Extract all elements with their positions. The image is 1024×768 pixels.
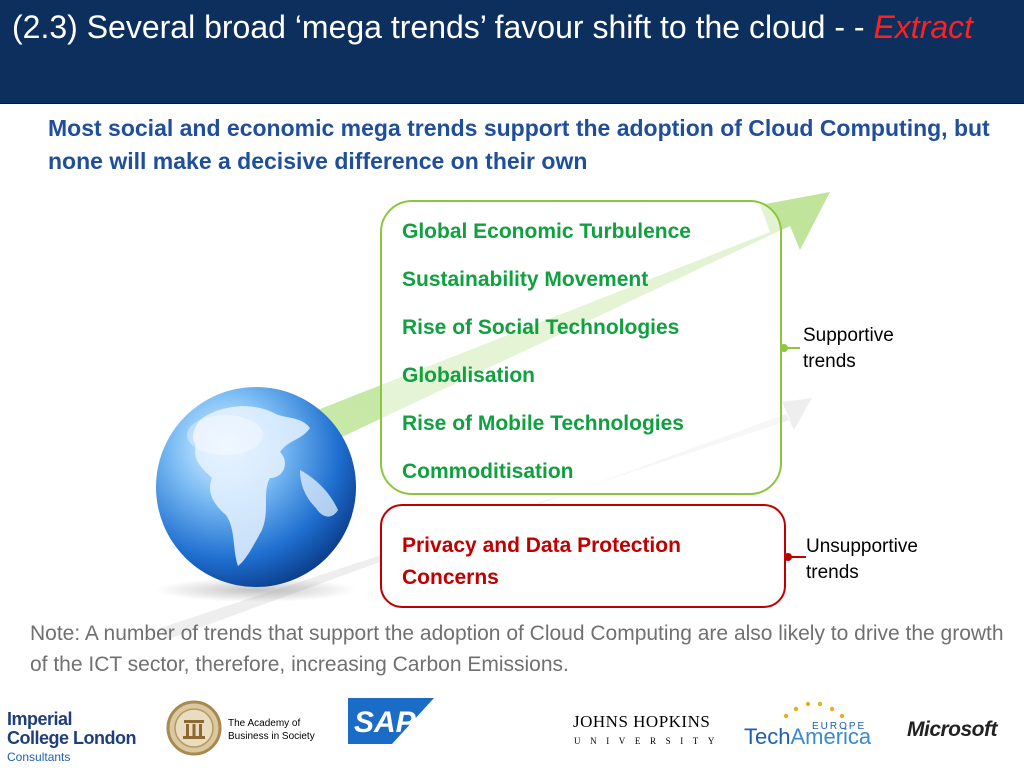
- techamerica-tech: Tech: [744, 724, 791, 749]
- imperial-college-logo: Imperial College London: [7, 709, 136, 748]
- techamerica-europe-text: EUROPE: [812, 721, 867, 732]
- trend-item: Sustainability Movement: [402, 268, 649, 291]
- grey-arrow-icon: [160, 398, 812, 640]
- trend-item: Rise of Social Technologies: [402, 316, 680, 339]
- title-bar: (2.3) Several broad ‘mega trends’ favour…: [0, 0, 1024, 104]
- imperial-consultants-text: Consultants: [7, 750, 71, 764]
- unsupportive-dot: [784, 553, 792, 561]
- trend-item: Commoditisation: [402, 460, 574, 483]
- trend-item: Global Economic Turbulence: [402, 220, 691, 243]
- academy-line1: The Academy of: [228, 718, 301, 729]
- page-title: (2.3) Several broad ‘mega trends’ favour…: [12, 4, 1012, 50]
- johns-hopkins-logo: JOHNS HOPKINS: [573, 712, 711, 731]
- unsupportive-label-line2: trends: [806, 562, 859, 583]
- johns-hopkins-subtext: UNIVERSITY: [574, 736, 724, 746]
- techamerica-stars-icon: [783, 701, 845, 719]
- globe-icon: [156, 387, 356, 587]
- subtitle: Most social and economic mega trends sup…: [48, 115, 990, 174]
- unsupportive-trends-box: Privacy and Data Protection Concerns: [380, 504, 786, 608]
- supportive-label-line1: Supportive: [803, 325, 894, 346]
- unsupportive-label-line1: Unsupportive: [806, 536, 918, 557]
- trend-item: Rise of Mobile Technologies: [402, 412, 684, 435]
- unsupportive-trend-text: Privacy and Data Protection Concerns: [402, 534, 681, 589]
- academy-seal-icon: [166, 700, 222, 756]
- techamerica-america: America: [790, 724, 872, 749]
- page-title-text: (2.3) Several broad ‘mega trends’ favour…: [12, 9, 865, 45]
- supportive-trends-box: Global Economic Turbulence Sustainabilit…: [380, 200, 782, 495]
- academy-line2: Business in Society: [228, 731, 315, 742]
- sap-logo-text: SAP: [354, 706, 417, 739]
- academy-logo-text: The Academy of Business in Society: [228, 717, 315, 743]
- microsoft-logo: Microsoft: [907, 718, 998, 741]
- supportive-label: Supportive trends: [803, 323, 894, 375]
- unsupportive-label: Unsupportive trends: [806, 534, 918, 586]
- supportive-dot: [780, 344, 788, 352]
- techamerica-logo: TechAmerica: [744, 724, 871, 750]
- footnote: Note: A number of trends that support th…: [30, 622, 1004, 676]
- page-title-highlight: Extract: [873, 9, 974, 45]
- sap-logo: SAP: [348, 698, 434, 744]
- trend-item: Globalisation: [402, 364, 536, 387]
- supportive-label-line2: trends: [803, 351, 856, 372]
- globe-shadow: [156, 578, 356, 602]
